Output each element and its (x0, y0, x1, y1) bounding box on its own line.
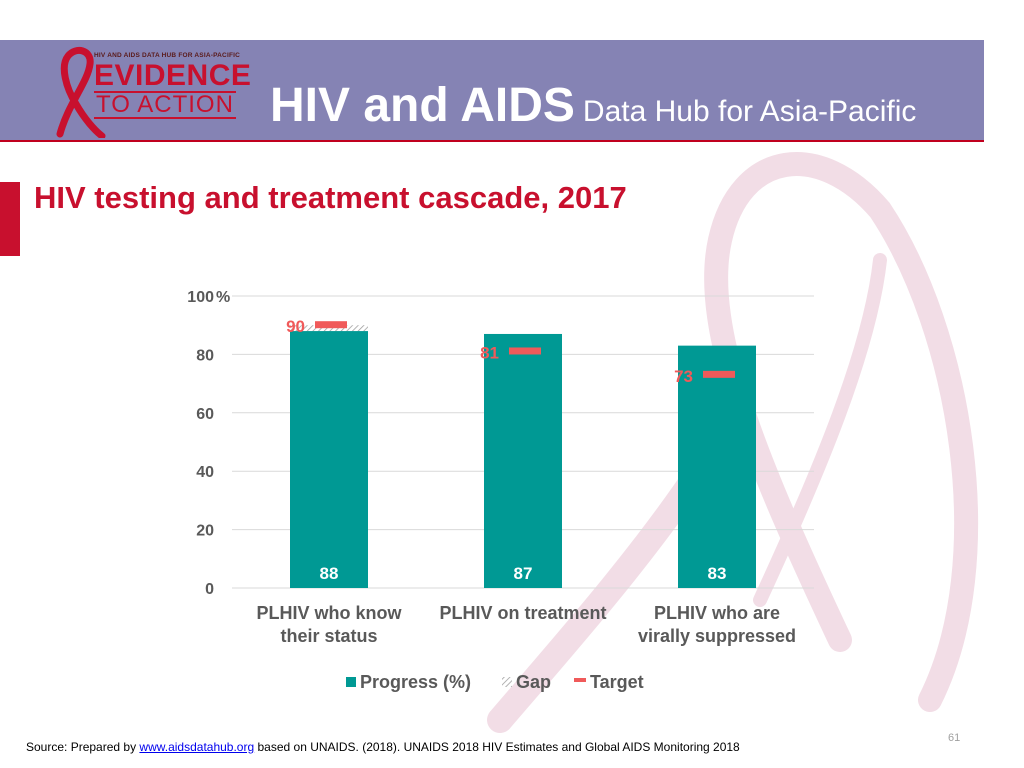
target-value-label: 73 (674, 367, 693, 386)
progress-value-label: 88 (320, 564, 339, 583)
header-title-sub: Data Hub for Asia-Pacific (582, 95, 917, 128)
y-tick-label: 20 (196, 523, 214, 540)
y-tick-label: 100 (187, 289, 214, 306)
header-title-main: HIV and AIDS (270, 79, 575, 132)
progress-value-label: 87 (514, 564, 533, 583)
source-note: Source: Prepared by www.aidsdatahub.org … (26, 740, 740, 754)
logo-wordmark: HIV AND AIDS DATA HUB FOR ASIA-PACIFIC E… (94, 52, 252, 119)
y-tick-label: 0 (205, 581, 214, 598)
legend-swatch-target (574, 678, 586, 682)
source-suffix: based on UNAIDS. (2018). UNAIDS 2018 HIV… (254, 740, 740, 754)
progress-value-label: 83 (708, 564, 727, 583)
logo-action-text: TO ACTION (94, 91, 236, 119)
header-bar: HIV AND AIDS DATA HUB FOR ASIA-PACIFIC E… (0, 40, 984, 142)
target-marker (509, 347, 541, 355)
x-category-label: PLHIV on treatment (439, 603, 606, 623)
legend-swatch-gap (502, 677, 512, 687)
x-category-label-line: PLHIV who are (654, 603, 780, 623)
y-axis-unit: % (216, 289, 230, 306)
y-tick-label: 80 (196, 347, 214, 364)
target-value-label: 90 (286, 317, 305, 336)
legend-label-target: Target (590, 672, 644, 692)
x-category-label-line: virally suppressed (638, 626, 796, 646)
logo-evidence-text: EVIDENCE (94, 59, 252, 92)
red-ribbon-logo-icon (56, 46, 106, 138)
legend-label-progress: Progress (%) (360, 672, 471, 692)
progress-bar (678, 345, 756, 588)
source-link[interactable]: www.aidsdatahub.org (139, 740, 255, 754)
progress-bar (290, 331, 368, 588)
legend-swatch-progress (346, 677, 356, 687)
target-marker (315, 321, 347, 329)
y-tick-label: 60 (196, 406, 214, 423)
source-prefix: Source: Prepared by (26, 740, 140, 754)
slide-title: HIV testing and treatment cascade, 2017 (34, 180, 627, 215)
progress-bar (484, 333, 562, 588)
title-accent-bar (0, 182, 20, 256)
x-category-label-line: PLHIV on treatment (439, 603, 606, 623)
y-tick-label: 40 (196, 464, 214, 481)
x-category-label-line: PLHIV who know (256, 603, 402, 623)
target-marker (703, 370, 735, 378)
cascade-bar-chart: 0 20 40 60 80 100% 88 90 PLHIV who know their st… (187, 289, 814, 692)
x-category-label-line: their status (280, 626, 377, 646)
x-category-label: PLHIV who are virally suppressed (638, 603, 796, 646)
x-category-label: PLHIV who know their status (256, 603, 402, 646)
target-value-label: 81 (480, 343, 499, 362)
legend-label-gap: Gap (516, 672, 551, 692)
logo-tagline: HIV AND AIDS DATA HUB FOR ASIA-PACIFIC (94, 52, 241, 59)
page-number: 61 (948, 732, 961, 744)
header-title: HIV and AIDS Data Hub for Asia-Pacific (270, 78, 916, 133)
